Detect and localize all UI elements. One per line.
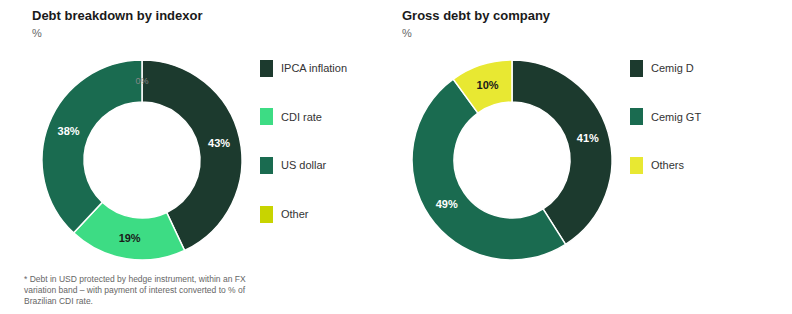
html-text:Gross debt by company: Gross debt by company: [402, 8, 551, 23]
html-text:Others: Others: [651, 159, 684, 172]
html-text:US dollar: US dollar: [281, 159, 327, 172]
svg-text:41%: 41%: [577, 132, 599, 144]
html-text:IPCA inflation: IPCA inflation: [281, 62, 347, 74]
html-text:CDI rate: CDI rate: [281, 110, 322, 123]
html-text:Cemig D: Cemig D: [651, 62, 694, 74]
html-text:* Debt in USD protected by hed: * Debt in USD protected by hedge instrum…: [24, 274, 246, 307]
html-text:Cemig GT: Cemig GT: [651, 110, 702, 123]
svg-text:38%: 38%: [58, 125, 80, 137]
svg-text:0%: 0%: [135, 76, 148, 86]
svg-text:19%: 19%: [119, 232, 141, 244]
svg-text:49%: 49%: [436, 198, 458, 210]
svg-text:43%: 43%: [208, 137, 230, 149]
svg-text:10%: 10%: [477, 79, 499, 91]
html-text:Debt breakdown by indexor: Debt breakdown by indexor: [32, 8, 203, 23]
html-text:Other: Other: [281, 208, 309, 221]
